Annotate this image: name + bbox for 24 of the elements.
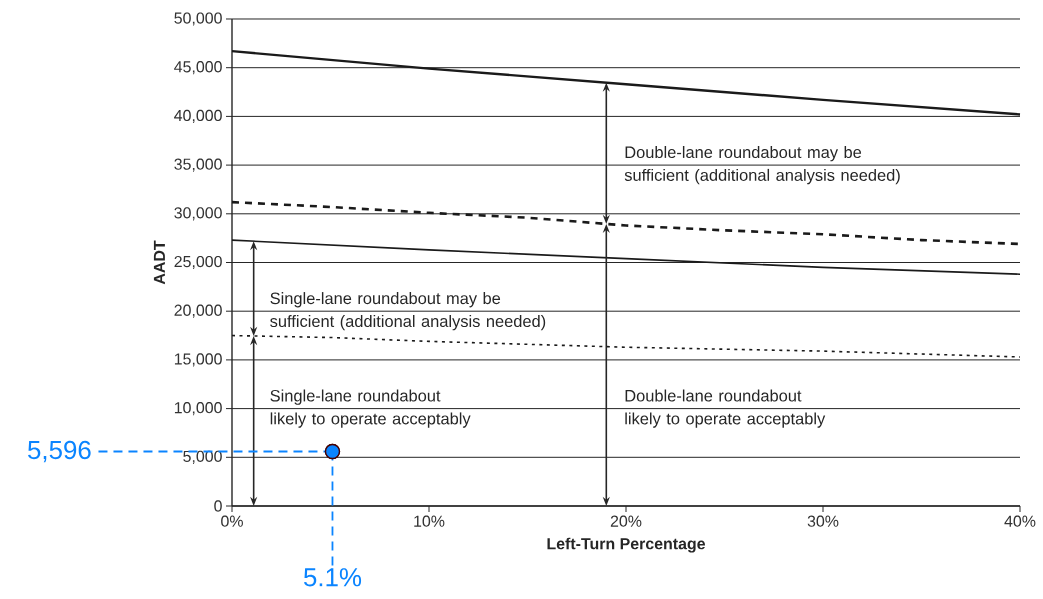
y-tick-label: 25,000	[174, 255, 222, 270]
y-axis-title: AADT	[153, 240, 165, 285]
annotation: Single-lane roundabout may be sufficient (additional analysis needed)	[270, 292, 546, 331]
y-tick-label: 35,000	[174, 158, 222, 172]
x-tick-label: 10%	[414, 515, 445, 527]
x-tick-label: 30%	[807, 515, 839, 527]
y-tick-label: 30,000	[174, 207, 222, 221]
annotation: 5.1%	[303, 568, 362, 587]
x-tick-label: 40%	[1004, 515, 1036, 527]
x-axis-title: Left-Turn Percentage	[547, 537, 705, 553]
y-tick-label: 45,000	[174, 61, 222, 75]
annotation: 5,596	[28, 440, 91, 463]
y-tick-label: 15,000	[174, 353, 222, 367]
x-tick-label: 0%	[221, 515, 243, 527]
x-tick-label: 20%	[610, 515, 642, 527]
y-tick-label: 40,000	[174, 109, 222, 123]
y-tick-label: 0	[214, 500, 222, 512]
y-tick-label: 20,000	[174, 304, 222, 318]
annotation: Single-lane roundabout likely to operate acceptably	[270, 389, 471, 428]
annotation: Double-lane roundabout likely to operate acceptably	[625, 389, 826, 428]
y-tick-label: 50,000	[174, 12, 222, 26]
annotation: Double-lane roundabout may be sufficient (additional analysis needed)	[624, 145, 900, 185]
y-tick-label: 5,000	[183, 450, 222, 464]
y-tick-label: 10,000	[174, 402, 222, 416]
